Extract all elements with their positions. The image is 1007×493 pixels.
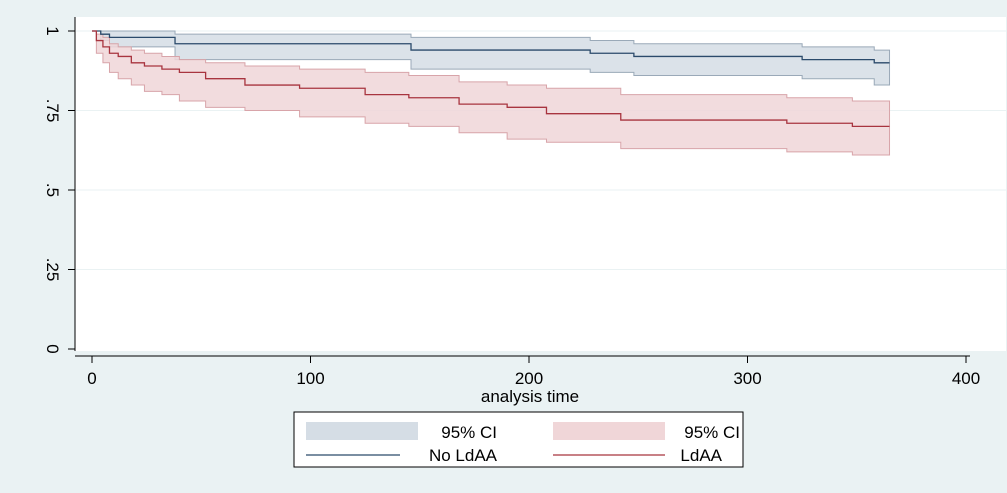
legend-label-ldaa-ci: 95% CI — [684, 423, 740, 442]
x-tick-label: 300 — [733, 369, 761, 388]
legend-label-no-ldaa: No LdAA — [429, 446, 498, 465]
x-axis-title: analysis time — [481, 387, 579, 406]
legend: 95% CI 95% CI No LdAA LdAA — [293, 411, 744, 468]
survival-line-ldaa — [92, 30, 890, 128]
ci-bands — [92, 30, 891, 156]
legend-label-no-ldaa-ci: 95% CI — [441, 423, 497, 442]
x-ticks: 0 100 200 300 400 — [87, 356, 980, 388]
x-tick-label: 100 — [296, 369, 324, 388]
legend-label-ldaa: LdAA — [680, 446, 722, 465]
ci-band-no-ldaa — [92, 30, 891, 86]
ci-band-ldaa — [92, 30, 891, 156]
survival-line-no-ldaa — [92, 30, 890, 64]
survival-lines — [92, 30, 890, 128]
legend-swatch-ldaa-ci — [553, 422, 665, 440]
axes — [74, 17, 970, 357]
y-tick-label: .25 — [43, 258, 62, 282]
x-tick-label: 200 — [515, 369, 543, 388]
y-tick-label: .75 — [43, 99, 62, 123]
y-tick-label: .5 — [43, 183, 62, 197]
x-tick-label: 0 — [87, 369, 96, 388]
y-tick-label: 1 — [43, 26, 62, 35]
legend-swatch-no-ldaa-ci — [306, 422, 418, 440]
y-ticks: 0 .25 .5 .75 1 — [43, 26, 75, 354]
y-tick-label: 0 — [43, 344, 62, 353]
x-tick-label: 400 — [952, 369, 980, 388]
